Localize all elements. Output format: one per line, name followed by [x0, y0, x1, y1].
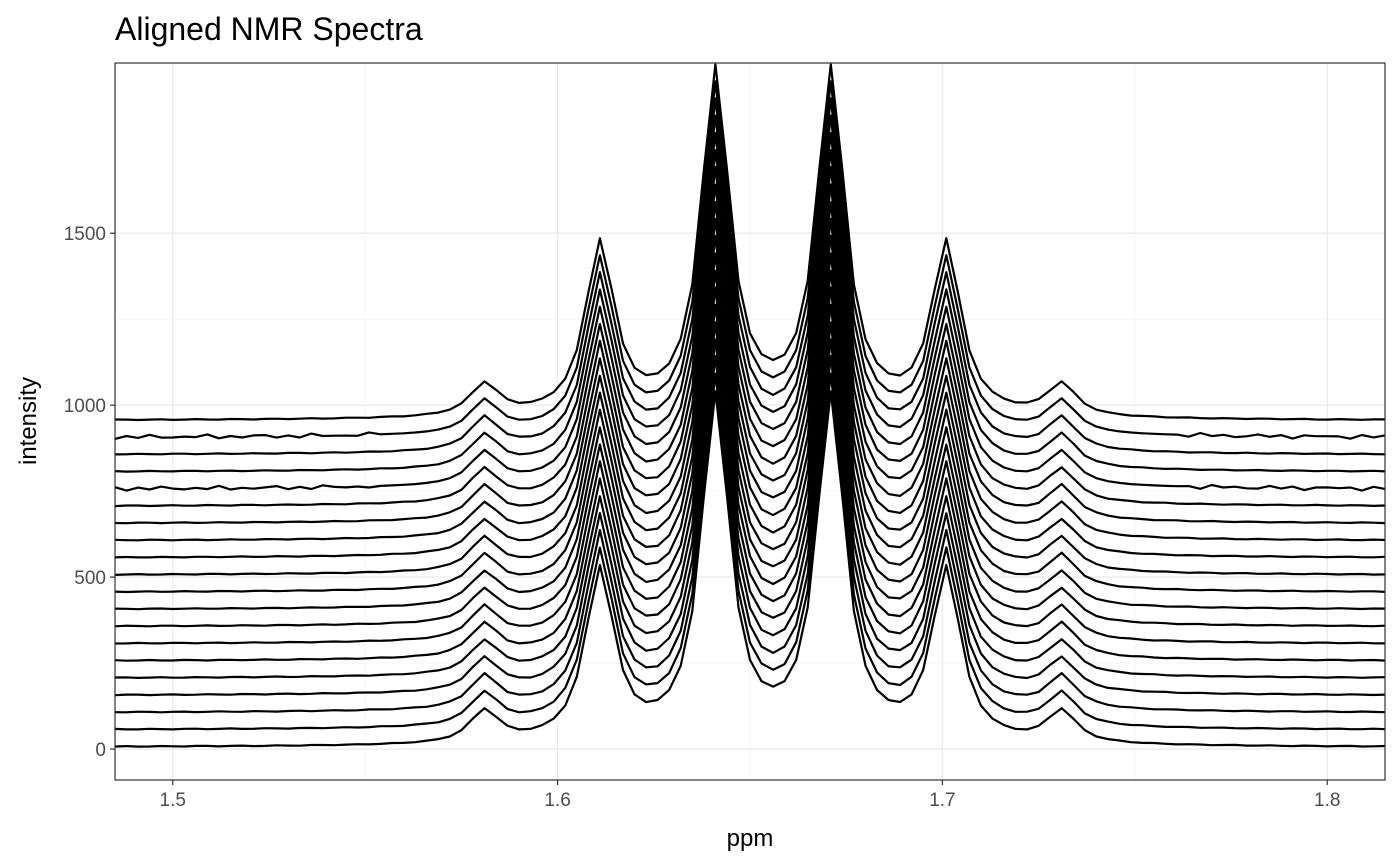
x-tick-label: 1.6: [544, 790, 570, 811]
spectrum-line: [114, 372, 1386, 731]
y-tick-label: 500: [74, 568, 106, 589]
x-axis: 1.5 1.6 1.7 1.8: [160, 780, 1340, 811]
x-tick-label: 1.7: [929, 790, 955, 811]
y-tick-label: 1500: [64, 224, 106, 245]
spectrum-line: [114, 321, 1386, 679]
spectrum-line: [114, 149, 1386, 508]
spectrum-line: [114, 252, 1386, 611]
spectrum-line: [114, 217, 1386, 576]
spectrum-line: [114, 114, 1386, 473]
y-axis-title: intensity: [15, 377, 42, 465]
y-tick-label: 0: [95, 740, 106, 761]
spectrum-line: [114, 269, 1386, 628]
spectrum-line: [114, 183, 1386, 542]
spectrum-line: [114, 165, 1386, 525]
chart-title: Aligned NMR Spectra: [115, 11, 423, 47]
y-tick-label: 1000: [64, 396, 106, 417]
spectrum-line: [114, 286, 1386, 645]
spectrum-line: [114, 80, 1386, 440]
x-tick-label: 1.5: [160, 790, 186, 811]
spectrum-line: [114, 338, 1386, 697]
grid: [115, 63, 1385, 780]
y-axis: 0 500 1000 1500: [64, 224, 115, 761]
spectrum-line: [114, 131, 1386, 492]
spectrum-line: [114, 97, 1386, 456]
spectrum-line: [114, 355, 1386, 714]
spectrum-line: [114, 390, 1386, 748]
panel-border: [114, 62, 1386, 781]
spectrum-line: [114, 303, 1386, 662]
spectrum-line: [114, 63, 1385, 422]
x-axis-title: ppm: [727, 825, 774, 852]
x-tick-label: 1.8: [1314, 790, 1340, 811]
series-lines: [114, 63, 1386, 748]
spectrum-line: [114, 201, 1386, 559]
spectrum-line: [114, 234, 1386, 594]
